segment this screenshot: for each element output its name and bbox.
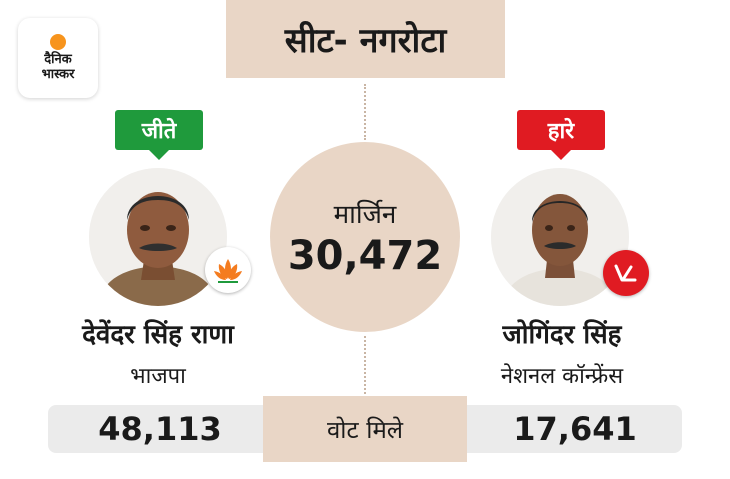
winner-party: भाजपा [130, 364, 186, 389]
person-portrait-icon [89, 168, 227, 306]
margin-value: 30,472 [287, 233, 443, 279]
seat-title: सीट- नगरोटा [284, 21, 447, 61]
loser-name: जोगिंदर सिंह [502, 320, 622, 350]
winner-name: देवेंदर सिंह राणा [82, 320, 234, 350]
divider-bottom [364, 336, 366, 394]
lotus-icon [205, 247, 251, 293]
votes-label: वोट मिले [263, 396, 467, 462]
logo-line-2: भास्कर [41, 67, 75, 82]
seat-banner: सीट- नगरोटा [226, 0, 505, 78]
person-portrait-icon [491, 168, 629, 306]
loser-party: नेशनल कॉन्फ्रेंस [500, 364, 624, 389]
loser-votes: 17,641 [513, 410, 637, 448]
lost-tag: हारे [517, 110, 605, 160]
margin-label: मार्जिन [333, 200, 397, 230]
sun-icon [50, 34, 66, 50]
logo-line-1: दैनिक [44, 52, 72, 67]
loser-photo [491, 168, 629, 306]
winner-photo [89, 168, 227, 306]
dainik-bhaskar-logo: दैनिक भास्कर [18, 18, 98, 98]
won-tag: जीते [115, 110, 203, 160]
plough-icon [603, 250, 649, 296]
margin-circle: मार्जिन 30,472 [270, 142, 460, 332]
divider-top [364, 84, 366, 140]
winner-votes: 48,113 [98, 410, 222, 448]
